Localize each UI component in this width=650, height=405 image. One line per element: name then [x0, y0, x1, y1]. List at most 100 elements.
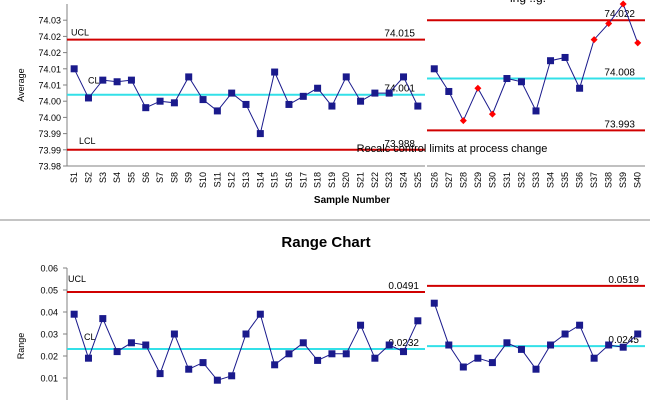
range-point: [242, 330, 250, 338]
y-tick-label: 0.01: [40, 374, 58, 384]
x-tick-label: S19: [327, 172, 337, 188]
chart-title-fragment: ing ..g.: [510, 0, 546, 5]
range-point: [156, 370, 164, 378]
x-tick-label: S4: [112, 172, 122, 183]
ucl-value-label: 74.015: [384, 29, 415, 40]
lcl-value-label: 73.993: [604, 119, 635, 130]
average-point: [271, 68, 279, 76]
average-point: [547, 57, 555, 65]
range-point: [547, 341, 555, 349]
average-point: [113, 78, 121, 86]
average-point: [156, 97, 164, 105]
x-axis-title: Sample Number: [314, 195, 390, 206]
range-point: [414, 317, 422, 325]
cl-value-label: 74.008: [604, 68, 635, 79]
y-tick-label: 74.02: [38, 48, 61, 58]
x-tick-label: S20: [341, 172, 351, 188]
x-tick-label: S7: [155, 172, 165, 183]
range-point: [199, 359, 207, 367]
range-chart-title: Range Chart: [281, 234, 370, 251]
x-tick-label: S3: [98, 172, 108, 183]
range-point: [213, 376, 221, 384]
average-point: [517, 78, 525, 86]
range-point: [142, 341, 150, 349]
range-point: [400, 348, 408, 356]
range-point: [342, 350, 350, 358]
x-tick-label: S37: [589, 172, 599, 188]
average-point: [256, 130, 264, 138]
out-of-control-point: [605, 19, 613, 27]
x-tick-label: S15: [270, 172, 280, 188]
cl-label: CL: [88, 76, 100, 86]
range-point: [385, 341, 393, 349]
y-tick-label: 74.01: [38, 64, 61, 74]
x-tick-label: S30: [487, 172, 497, 188]
range-point: [70, 310, 78, 318]
average-point: [371, 89, 379, 97]
x-tick-label: S23: [384, 172, 394, 188]
x-tick-label: S39: [618, 172, 628, 188]
range-series-line: [433, 303, 639, 371]
x-tick-label: S2: [83, 172, 93, 183]
range-point: [445, 341, 453, 349]
average-point: [99, 76, 107, 84]
x-tick-label: S14: [255, 172, 265, 188]
x-tick-label: S22: [370, 172, 380, 188]
range-point: [576, 321, 584, 329]
cl-value-label: 0.0245: [608, 335, 639, 346]
average-point: [357, 97, 365, 105]
average-point: [385, 89, 393, 97]
x-tick-label: S40: [633, 172, 643, 188]
ucl-value-label: 74.022: [604, 9, 635, 20]
average-point: [242, 100, 250, 108]
y-tick-label: 73.98: [38, 162, 61, 172]
y-tick-label: 74.03: [38, 16, 61, 26]
range-point: [113, 348, 121, 356]
x-tick-label: S28: [458, 172, 468, 188]
range-point: [474, 354, 482, 362]
range-point: [271, 361, 279, 369]
range-point: [561, 330, 569, 338]
average-point: [430, 65, 438, 73]
average-point: [532, 107, 540, 115]
out-of-control-point: [488, 110, 496, 118]
average-point: [84, 94, 92, 102]
y-tick-label: 0.05: [40, 286, 58, 296]
cl-label: CL: [84, 332, 96, 342]
range-series-line: [73, 313, 419, 381]
average-point: [314, 84, 322, 92]
range-point: [634, 330, 642, 338]
ucl-label: UCL: [71, 28, 89, 38]
x-tick-label: S11: [212, 172, 222, 187]
x-tick-label: S6: [141, 172, 151, 183]
x-tick-label: S33: [531, 172, 541, 188]
ucl-value-label: 0.0491: [388, 281, 419, 292]
lcl-label: LCL: [79, 136, 96, 146]
range-point: [605, 341, 613, 349]
x-tick-label: S16: [284, 172, 294, 188]
y-tick-label: 0.02: [40, 352, 58, 362]
range-point: [84, 354, 92, 362]
x-tick-label: S1: [69, 172, 79, 183]
range-point: [357, 321, 365, 329]
y-tick-label: 74.02: [38, 32, 61, 42]
cl-value-label: 0.0232: [388, 338, 419, 349]
x-tick-label: S38: [604, 172, 614, 188]
y-tick-label: 0.04: [40, 308, 58, 318]
y-tick-label: 73.99: [38, 145, 61, 155]
x-tick-label: S35: [560, 172, 570, 188]
y-tick-label: 74.00: [38, 97, 61, 107]
y-tick-label: 74.00: [38, 113, 61, 123]
range-point: [532, 365, 540, 373]
average-point: [70, 65, 78, 73]
average-point: [400, 73, 408, 81]
x-tick-label: S36: [575, 172, 585, 188]
ucl-value-label: 0.0519: [608, 275, 639, 286]
out-of-control-point: [619, 0, 627, 8]
x-tick-label: S5: [126, 172, 136, 183]
y-tick-label: 0.03: [40, 330, 58, 340]
x-tick-label: S8: [169, 172, 179, 183]
range-point: [619, 343, 627, 351]
